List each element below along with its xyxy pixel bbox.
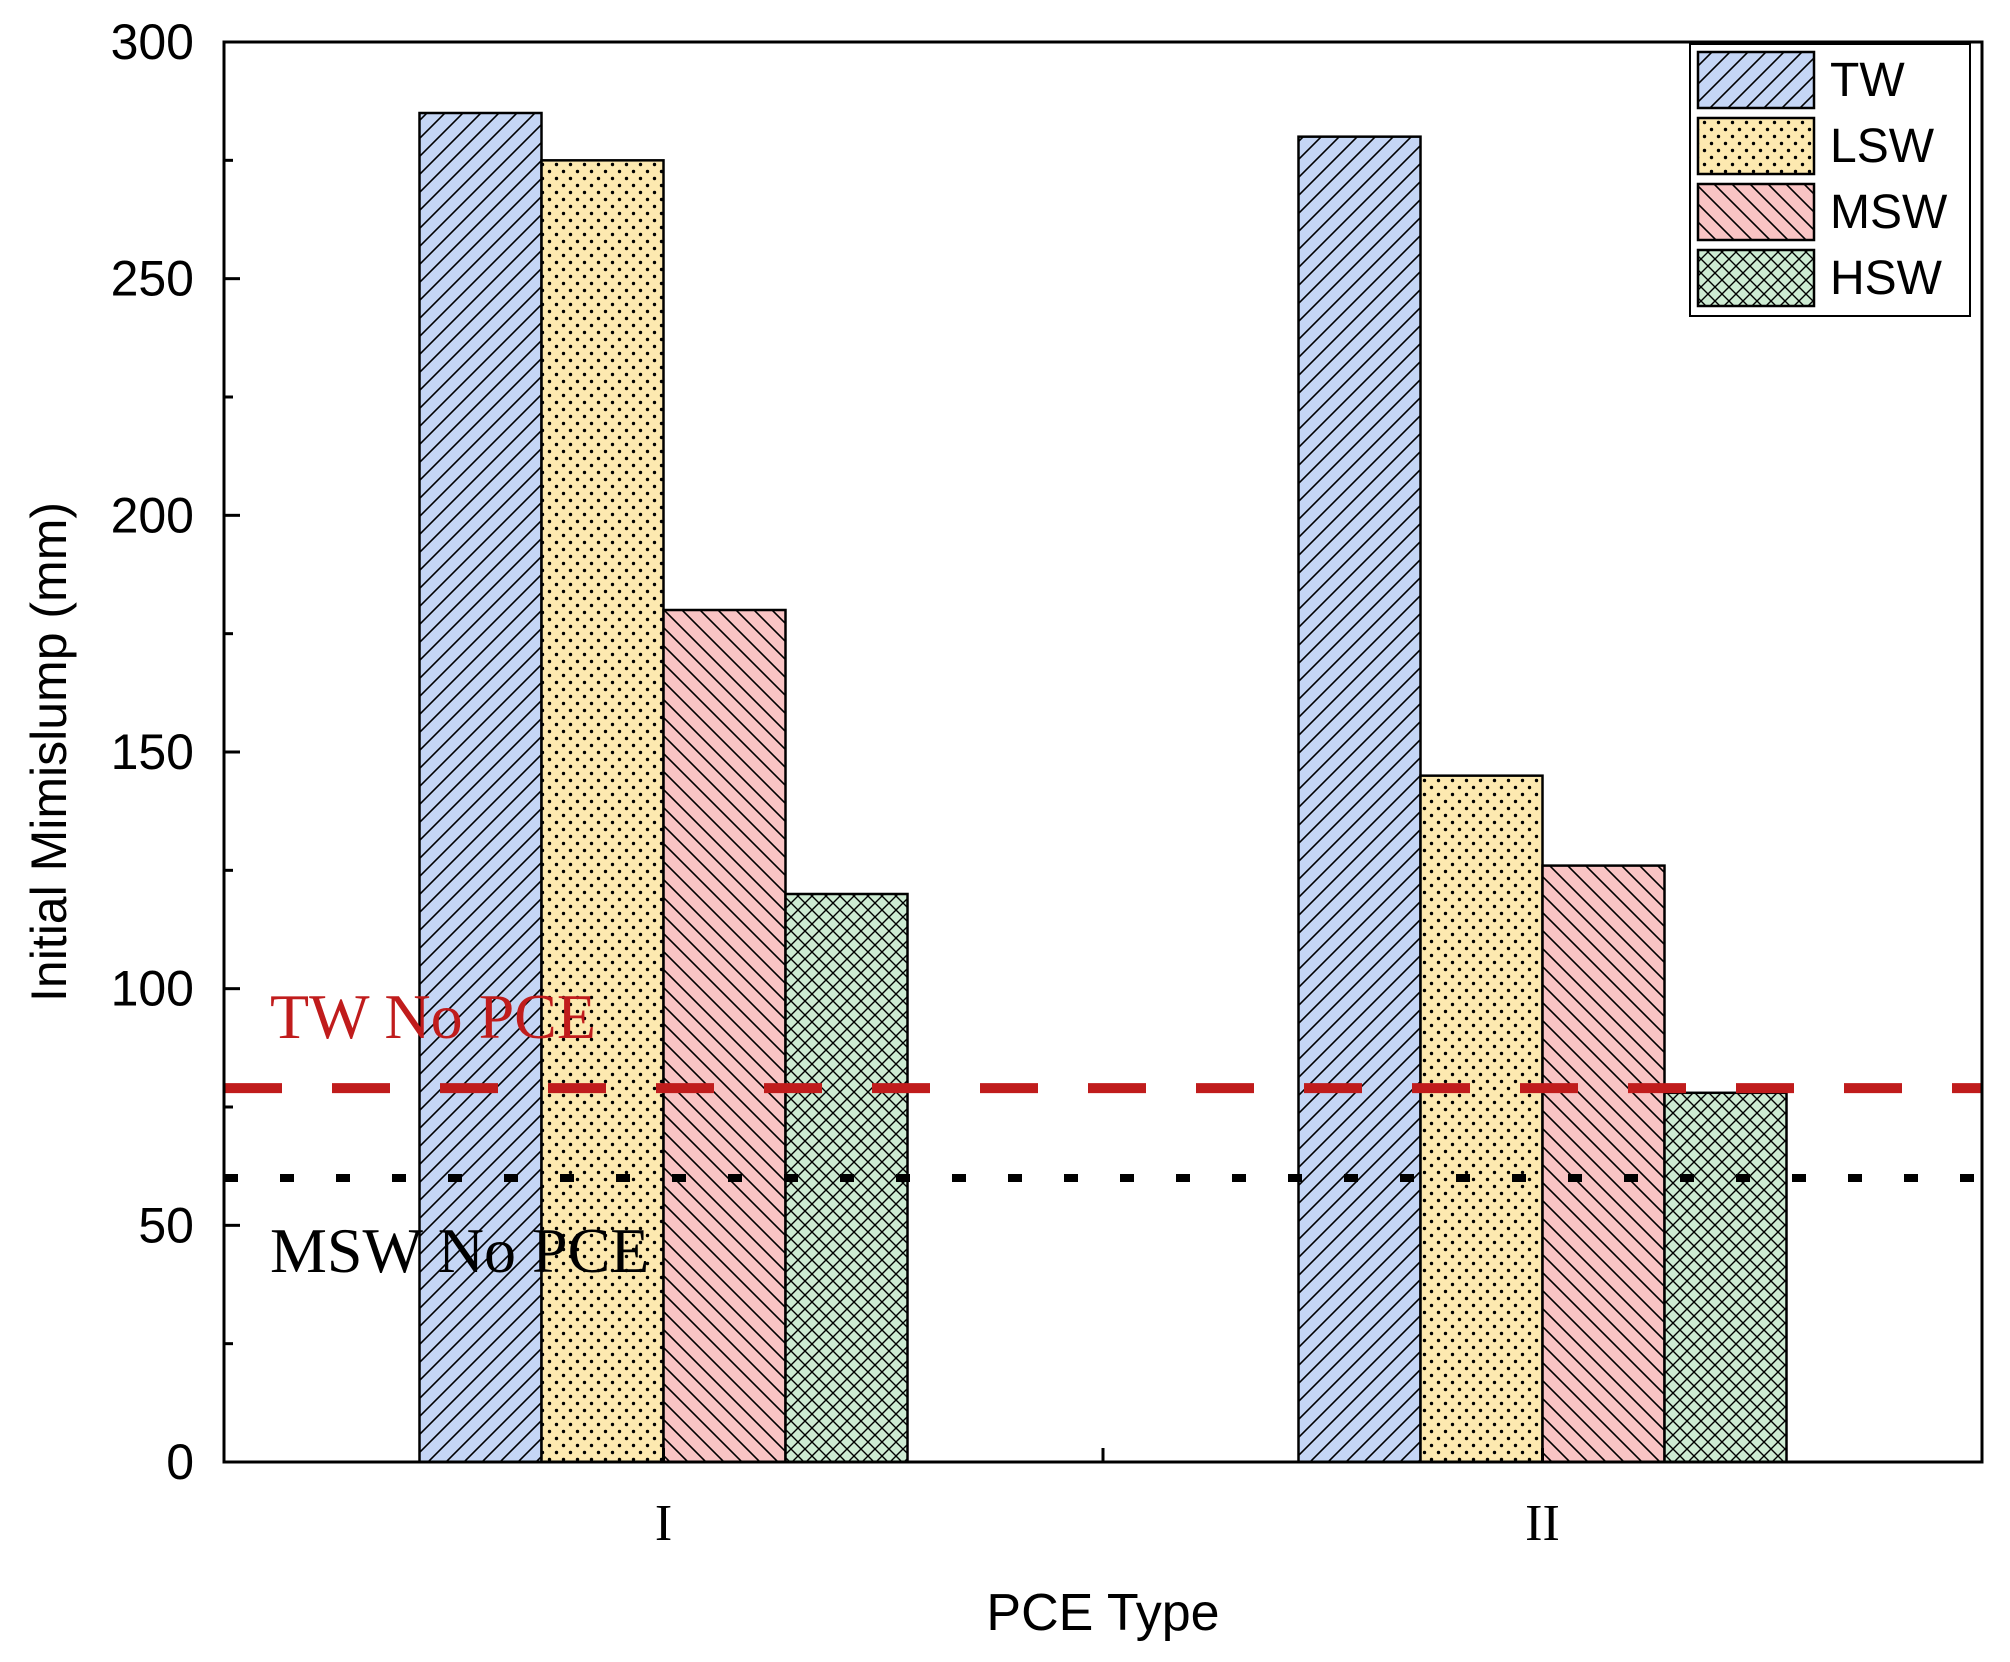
legend-label-msw: MSW [1830, 186, 1948, 239]
legend-swatch-lsw-pattern [1696, 116, 1816, 176]
x-tick-label-i: I [655, 1495, 672, 1552]
y-tick-label-0: 0 [166, 1434, 194, 1490]
bars-layer [418, 111, 1788, 1464]
legend-swatch-msw-pattern [1696, 182, 1816, 242]
reference-label-tw-no-pce: TW No PCE [270, 981, 596, 1052]
legend-swatch-tw-pattern [1696, 50, 1816, 110]
bar-lsw-ii-pattern [1419, 774, 1544, 1464]
legend-label-tw: TW [1830, 54, 1905, 107]
bar-msw-ii-pattern [1541, 864, 1666, 1464]
y-tick-label-200: 200 [111, 487, 194, 543]
reference-lines-layer [224, 1083, 1982, 1182]
bar-hsw-ii-pattern [1663, 1091, 1788, 1464]
bar-tw-i-pattern [418, 111, 543, 1464]
legend-label-hsw: HSW [1830, 252, 1943, 305]
y-tick-label-150: 150 [111, 724, 194, 780]
y-tick-label-250: 250 [111, 251, 194, 307]
y-axis-title: Initial Mimislump (mm) [21, 502, 77, 1002]
reference-label-msw-no-pce: MSW No PCE [270, 1215, 649, 1286]
bar-msw-i-pattern [662, 608, 787, 1464]
x-axis-title: PCE Type [986, 1584, 1219, 1642]
y-tick-label-50: 50 [138, 1197, 194, 1253]
y-tick-label-100: 100 [111, 961, 194, 1017]
bar-tw-ii-pattern [1297, 135, 1422, 1464]
reference-labels-layer: TW No PCE MSW No PCE [270, 981, 649, 1286]
legend-swatch-hsw-pattern [1696, 248, 1816, 308]
y-tick-label-300: 300 [111, 14, 194, 70]
x-tick-label-ii: II [1525, 1495, 1560, 1552]
legend-label-lsw: LSW [1830, 120, 1935, 173]
legend: TW LSW MSW HSW [1689, 43, 1971, 317]
